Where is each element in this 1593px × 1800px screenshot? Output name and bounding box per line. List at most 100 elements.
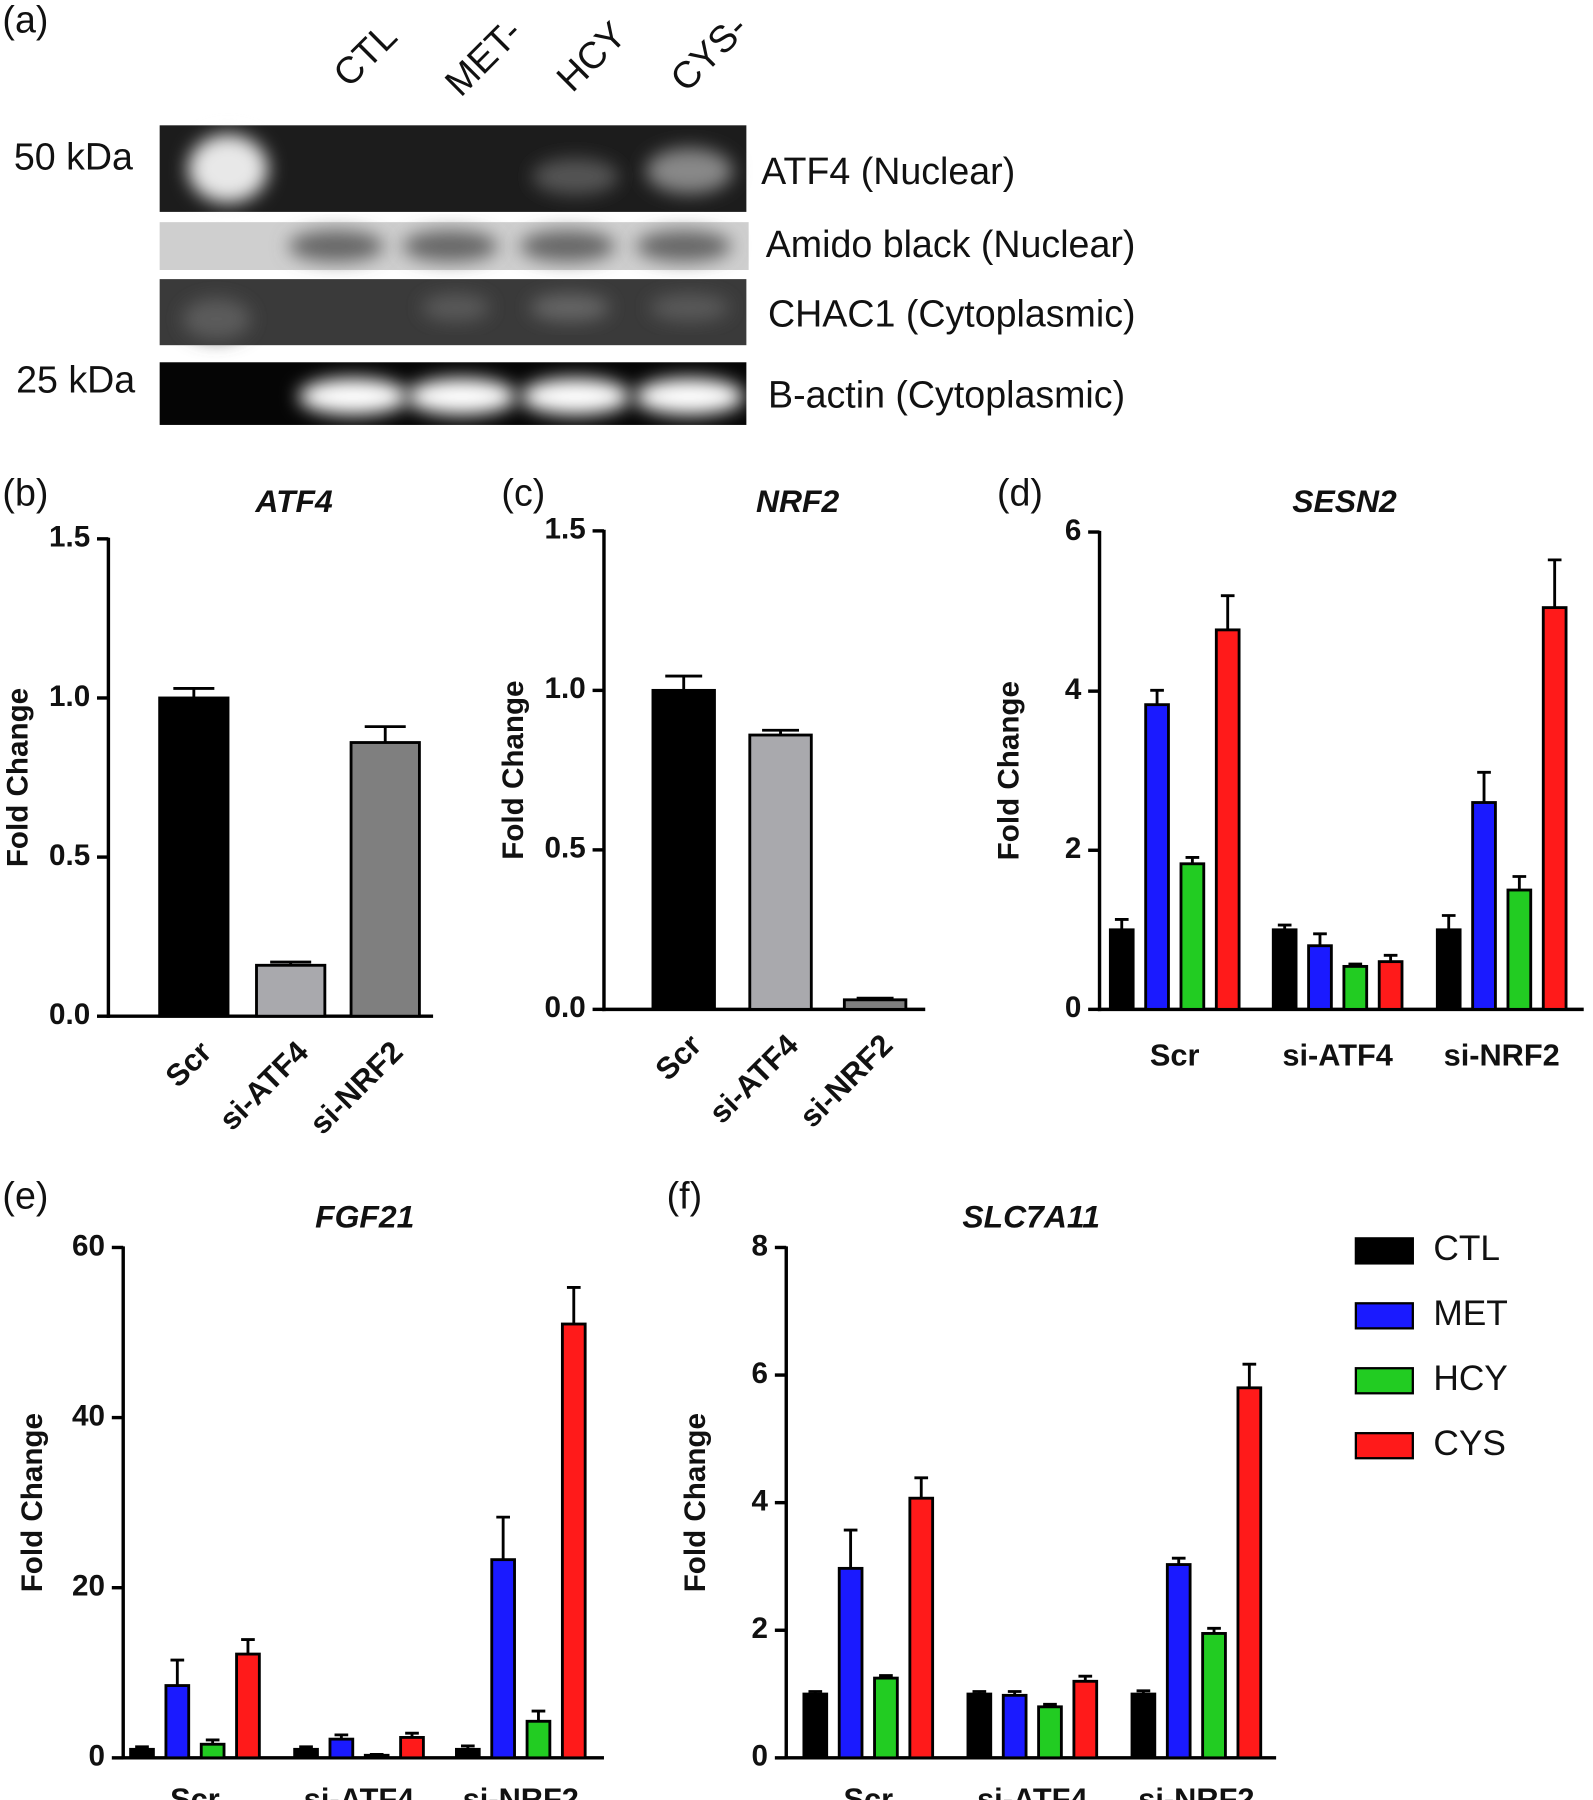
blot-band bbox=[529, 293, 610, 322]
error-bar bbox=[405, 1731, 419, 1738]
x-tick-label: si-ATF4 bbox=[977, 1781, 1087, 1800]
blot-band bbox=[519, 230, 616, 263]
y-tick-label: 0 bbox=[1065, 991, 1081, 1024]
blot-band bbox=[646, 148, 733, 194]
x-tick-label: si-ATF4 bbox=[702, 1027, 805, 1130]
error-bar bbox=[1043, 1702, 1057, 1707]
lane-label: CTL bbox=[325, 15, 405, 95]
x-tick-label: si-ATF4 bbox=[212, 1034, 315, 1137]
row-label: ATF4 (Nuclear) bbox=[761, 150, 1015, 192]
marker-label: 50 kDa bbox=[14, 135, 133, 177]
bar bbox=[349, 741, 421, 1018]
bar bbox=[802, 1692, 829, 1760]
marker-label: 25 kDa bbox=[16, 359, 135, 401]
x-tick-label: Scr bbox=[1150, 1037, 1200, 1072]
error-bar bbox=[170, 1658, 185, 1686]
y-tick-label: 1.5 bbox=[49, 521, 90, 554]
panel-label: (a) bbox=[2, 0, 48, 41]
y-tick-label: 0 bbox=[89, 1740, 105, 1773]
blot-band bbox=[288, 230, 385, 263]
y-tick-label: 8 bbox=[752, 1229, 768, 1262]
bar bbox=[1541, 606, 1568, 1011]
error-bar bbox=[1171, 1556, 1186, 1565]
lane-label: MET- bbox=[437, 11, 530, 104]
error-bar bbox=[665, 674, 703, 691]
y-tick-label: 60 bbox=[72, 1229, 105, 1262]
bar bbox=[1214, 628, 1241, 1011]
error-bar bbox=[364, 725, 406, 743]
bar bbox=[1001, 1693, 1028, 1760]
bar bbox=[293, 1747, 319, 1760]
bar bbox=[255, 963, 327, 1018]
blot-band bbox=[298, 378, 409, 415]
y-tick-label: 1.0 bbox=[49, 680, 90, 713]
error-bar bbox=[1185, 855, 1200, 864]
y-tick-label: 2 bbox=[752, 1612, 768, 1645]
y-tick-label: 0.0 bbox=[545, 991, 586, 1024]
panel-label: (c) bbox=[501, 472, 545, 514]
row-label: Amido black (Nuclear) bbox=[766, 223, 1136, 265]
blot-band bbox=[635, 230, 732, 263]
blot-band bbox=[532, 158, 619, 195]
legend-label: MET bbox=[1433, 1294, 1508, 1333]
bar bbox=[966, 1692, 993, 1760]
y-tick-label: 40 bbox=[72, 1399, 105, 1432]
y-axis-label: Fold Change bbox=[993, 681, 1026, 860]
error-bar bbox=[1477, 770, 1491, 803]
error-bar bbox=[1207, 1626, 1221, 1634]
bar bbox=[1342, 964, 1369, 1011]
error-bar bbox=[531, 1709, 546, 1722]
y-tick-label: 0.0 bbox=[49, 998, 90, 1031]
bar bbox=[1471, 801, 1497, 1011]
bar bbox=[1130, 1692, 1157, 1760]
bar bbox=[1236, 1386, 1263, 1760]
error-bar bbox=[808, 1690, 823, 1695]
x-tick-label: si-ATF4 bbox=[304, 1781, 414, 1800]
error-bar bbox=[241, 1638, 255, 1655]
error-bar bbox=[173, 687, 215, 698]
panel-label: (f) bbox=[667, 1174, 702, 1216]
error-bar bbox=[135, 1745, 149, 1750]
chart-title: NRF2 bbox=[756, 483, 840, 519]
bar bbox=[1179, 862, 1206, 1011]
y-axis-label: Fold Change bbox=[1, 688, 34, 867]
y-tick-label: 2 bbox=[1065, 832, 1081, 865]
bar bbox=[490, 1558, 516, 1760]
y-tick-label: 6 bbox=[1065, 514, 1081, 547]
bar bbox=[1435, 928, 1462, 1011]
bar bbox=[164, 1684, 191, 1760]
legend-swatch bbox=[1354, 1302, 1414, 1330]
error-bar bbox=[1078, 1674, 1093, 1682]
y-axis-label: Fold Change bbox=[16, 1413, 49, 1592]
error-bar bbox=[369, 1753, 384, 1756]
error-bar bbox=[1136, 1689, 1151, 1695]
x-tick-label: si-NRF2 bbox=[793, 1027, 900, 1134]
blot-band bbox=[402, 230, 499, 263]
blot-band bbox=[406, 378, 517, 415]
legend-label: CTL bbox=[1433, 1229, 1500, 1268]
error-bar bbox=[460, 1744, 475, 1750]
bar bbox=[399, 1736, 425, 1760]
error-bar bbox=[1383, 953, 1398, 962]
bar bbox=[129, 1747, 155, 1760]
bar bbox=[1201, 1632, 1227, 1760]
y-tick-label: 1.5 bbox=[545, 513, 586, 546]
y-tick-label: 0.5 bbox=[545, 832, 586, 865]
bar bbox=[1377, 960, 1404, 1011]
error-bar bbox=[914, 1476, 929, 1499]
legend-label: CYS bbox=[1433, 1424, 1506, 1463]
error-bar bbox=[1277, 923, 1292, 930]
legend-swatch bbox=[1354, 1237, 1414, 1265]
blot-band bbox=[520, 378, 631, 415]
bar bbox=[1144, 703, 1170, 1011]
error-bar bbox=[879, 1674, 893, 1679]
bar bbox=[525, 1719, 552, 1760]
y-tick-label: 0.5 bbox=[49, 839, 90, 872]
error-bar bbox=[972, 1690, 987, 1695]
blot-band bbox=[649, 293, 730, 322]
y-tick-label: 1.0 bbox=[545, 672, 586, 705]
bar bbox=[748, 733, 813, 1011]
bar bbox=[235, 1652, 261, 1760]
bar bbox=[1271, 928, 1298, 1011]
